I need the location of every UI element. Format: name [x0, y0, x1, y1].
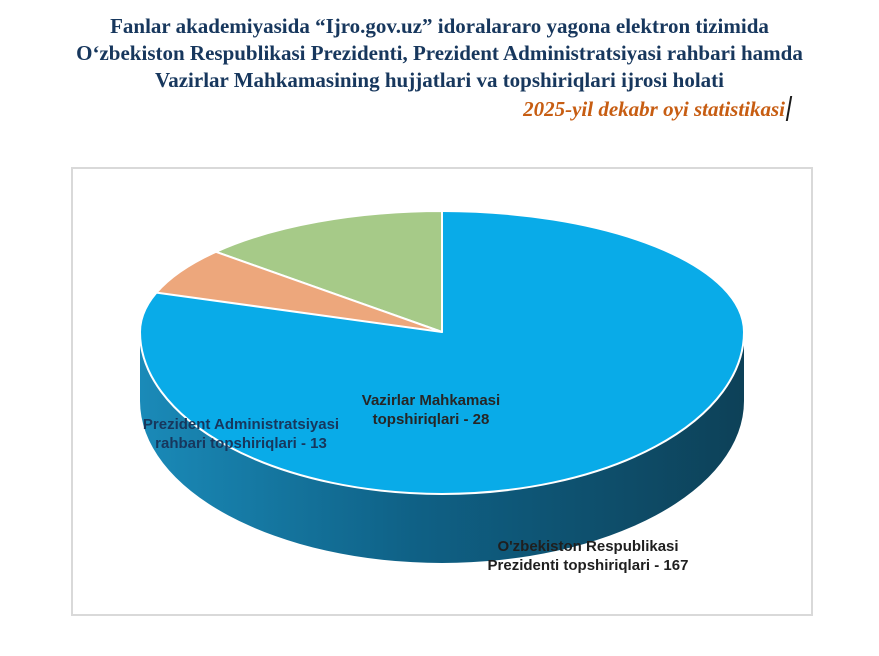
data-label-prezident-line-1: O'zbekiston Respublikasi [497, 538, 679, 555]
data-label-pa-line-1: Prezident Administratsiyasi [142, 416, 340, 433]
report-title: Fanlar akademiyasida “Ijro.gov.uz” idora… [0, 13, 879, 94]
pie-side-depth [140, 332, 744, 563]
data-label-pa-rahbari[interactable]: Prezident Administratsiyasi rahbari tops… [134, 415, 348, 453]
text-cursor [785, 96, 793, 121]
report-subtitle: 2025-yil dekabr oyi statistikasi [523, 96, 793, 122]
data-label-pa-line-2: rahbari topshiriqlari - 13 [155, 435, 327, 452]
title-line-1: Fanlar akademiyasida “Ijro.gov.uz” idora… [110, 14, 769, 38]
title-line-2: O‘zbekiston Respublikasi Prezidenti, Pre… [76, 41, 803, 65]
subtitle-text: 2025-yil dekabr oyi statistikasi [523, 97, 785, 121]
pie-slice-pa-rahbari-13[interactable] [155, 250, 443, 333]
chart-area[interactable]: Prezident Administratsiyasi rahbari tops… [71, 167, 813, 616]
pie-slice-vazirlar-28[interactable] [214, 210, 443, 333]
data-label-vazirlar-line-1: Vazirlar Mahkamasi [361, 392, 501, 409]
data-label-prezident-line-2: Prezidenti topshiriqlari - 167 [487, 557, 689, 574]
data-label-vazirlar[interactable]: Vazirlar Mahkamasi topshiriqlari - 28 [341, 391, 521, 429]
pie-chart-3d [139, 210, 745, 563]
data-label-vazirlar-line-2: topshiriqlari - 28 [372, 411, 490, 428]
title-line-3: Vazirlar Mahkamasining hujjatlari va top… [155, 68, 724, 92]
data-label-prezident[interactable]: O'zbekiston Respublikasi Prezidenti tops… [477, 537, 699, 575]
